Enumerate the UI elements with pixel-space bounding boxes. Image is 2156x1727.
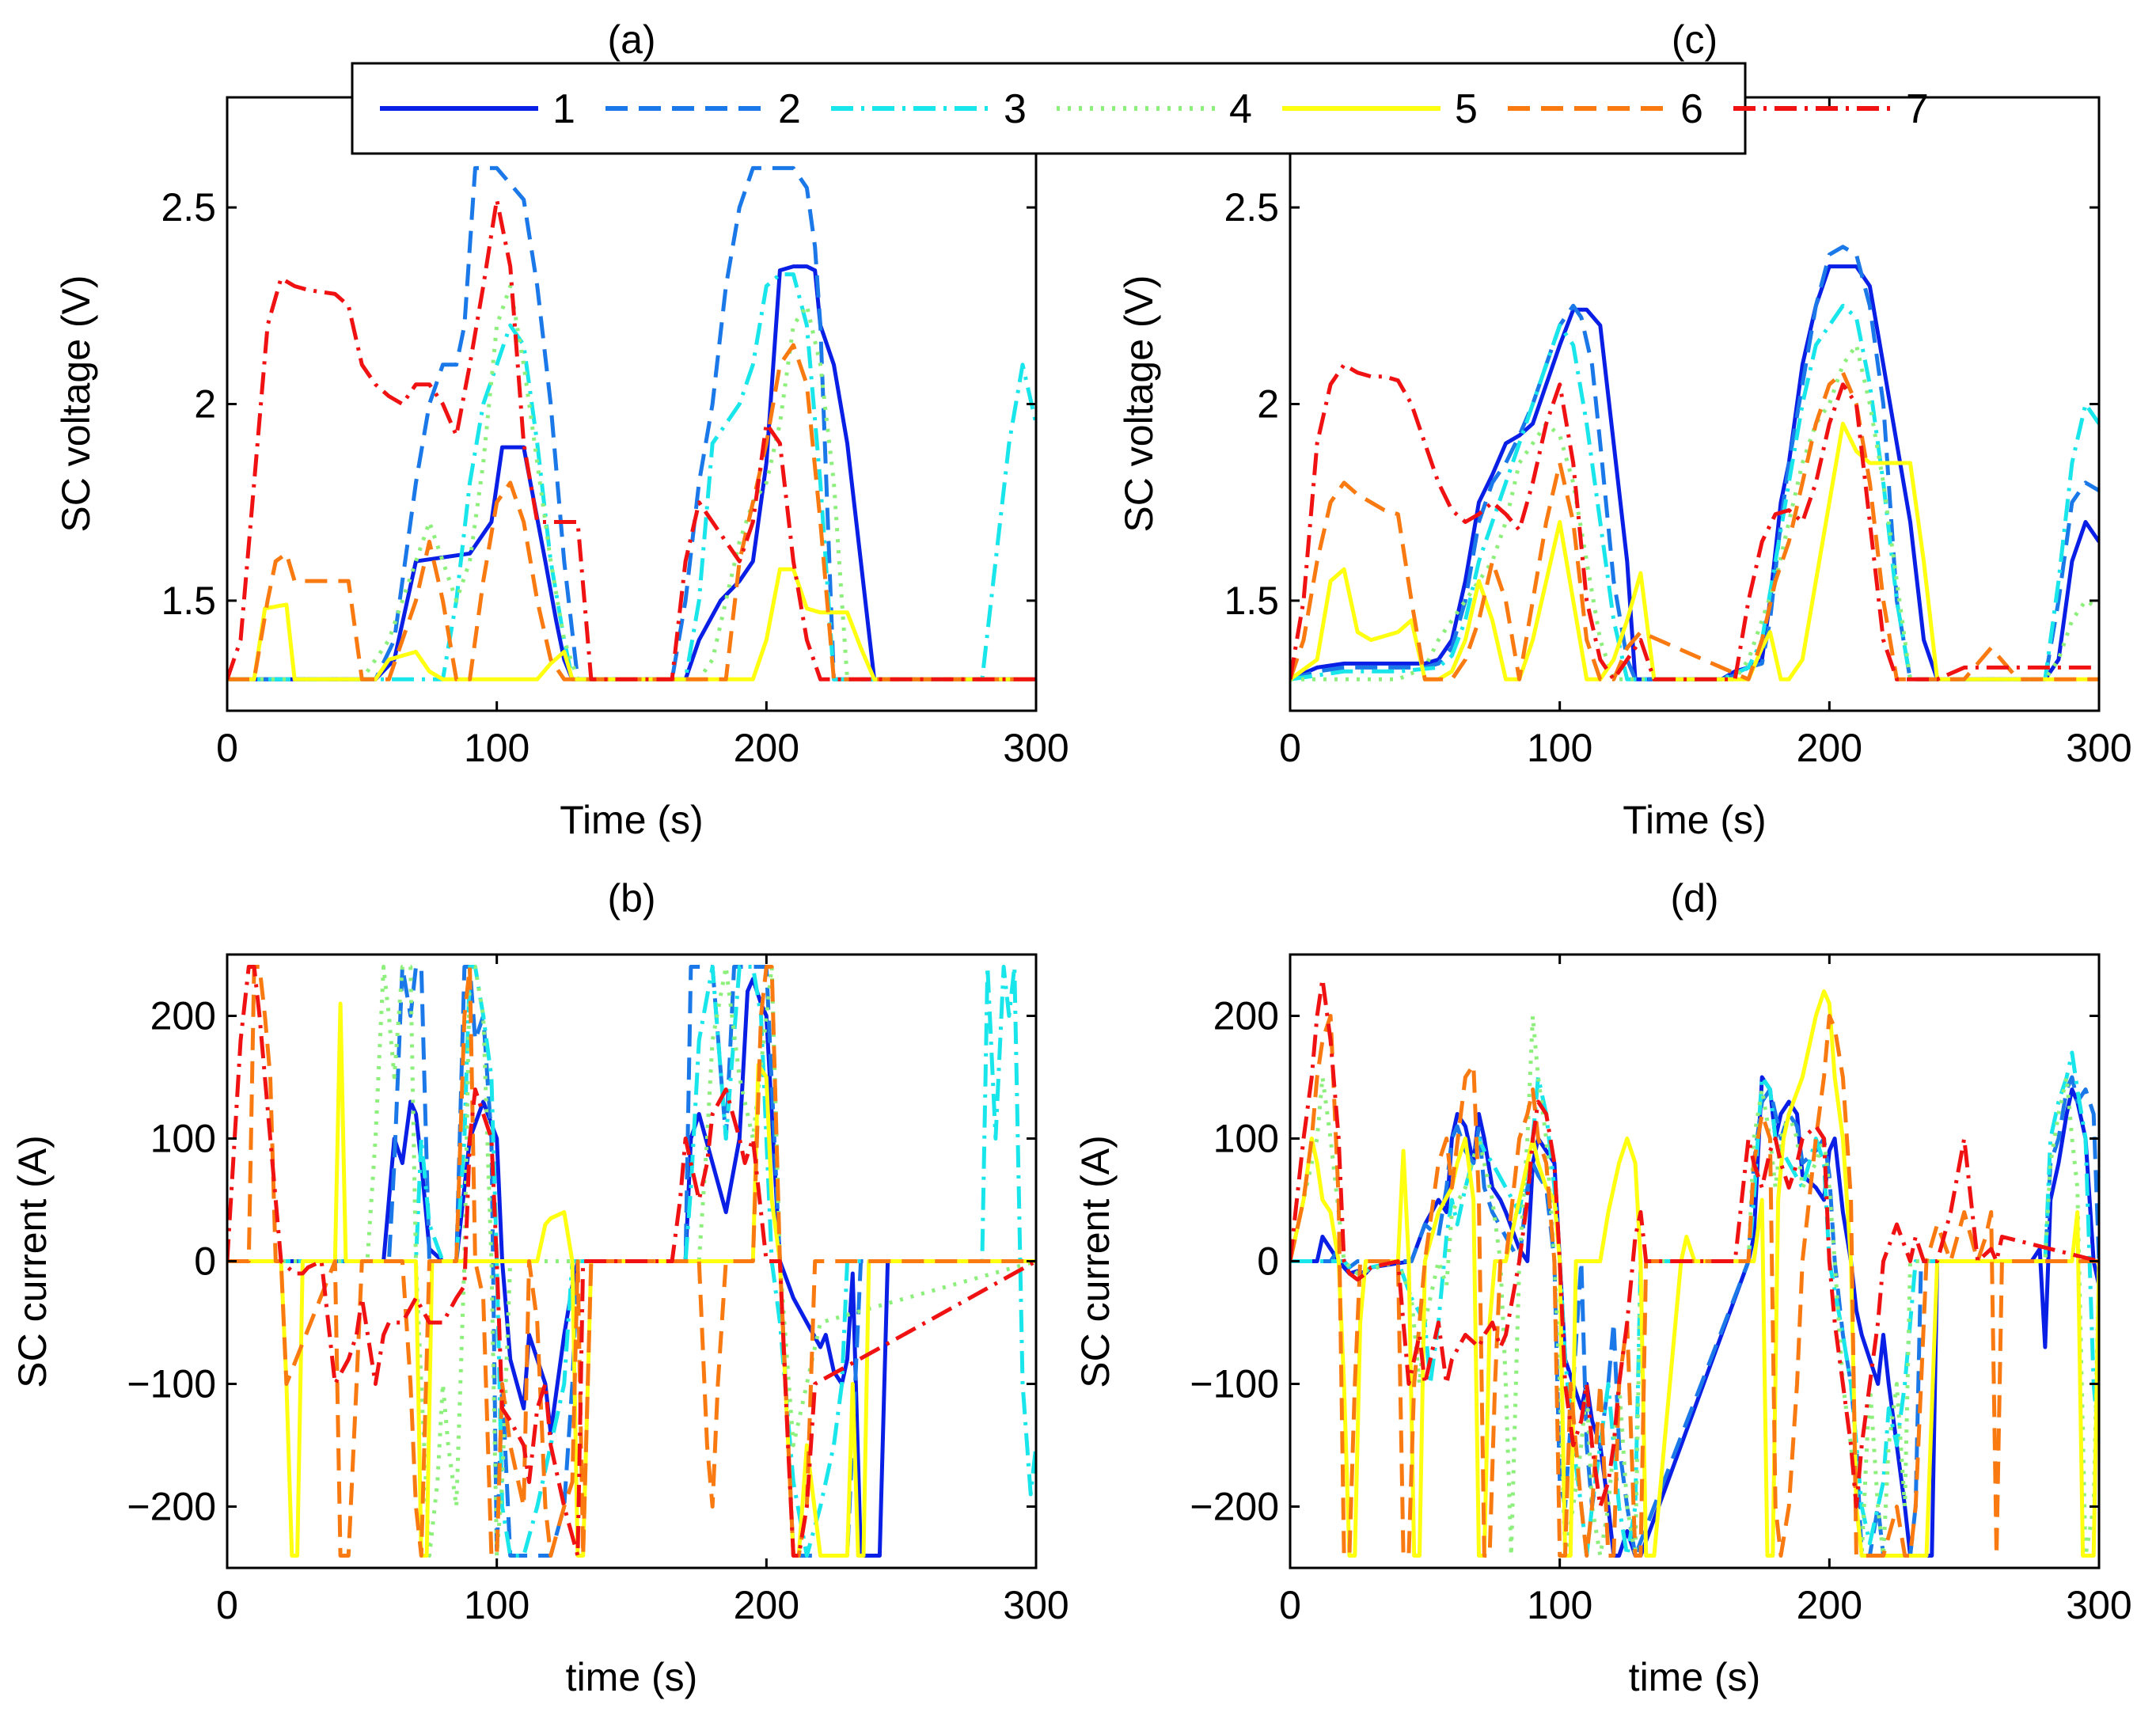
series-line-c-2 bbox=[1290, 245, 2099, 681]
panel-b: 0 100 200 300 −200 −100 0 100 200 (b) time (s) S… bbox=[10, 876, 1069, 1699]
legend-label-2: 2 bbox=[778, 86, 801, 132]
ticks-a: 0 100 200 300 1.5 2 2.5 bbox=[161, 97, 1069, 770]
legend-label-1: 1 bbox=[552, 86, 575, 132]
ticks-c: 0 100 200 300 1.5 2 2.5 bbox=[1224, 97, 2132, 770]
y-tick-label-d: 200 bbox=[1213, 994, 1279, 1038]
ticks-d: 0 100 200 300 −200 −100 0 100 200 bbox=[1190, 955, 2132, 1627]
series-line-d-7 bbox=[1290, 977, 2099, 1509]
panel-c: 0 100 200 300 1.5 2 2.5 (c) Time (s) SC voltag… bbox=[1117, 17, 2132, 842]
series-line-a-5 bbox=[227, 567, 1036, 681]
x-axis-label-c: Time (s) bbox=[1623, 798, 1766, 842]
x-tick-label-c: 300 bbox=[2066, 726, 2131, 770]
x-tick-label-c: 0 bbox=[1279, 726, 1301, 770]
series-group-a bbox=[227, 165, 1036, 681]
panel-title-a: (a) bbox=[607, 17, 655, 62]
series-line-a-4 bbox=[227, 284, 1036, 681]
y-tick-label-a: 2.5 bbox=[161, 185, 216, 230]
y-tick-label-b: 0 bbox=[194, 1239, 216, 1284]
legend: 1 2 3 4 5 6 7 bbox=[351, 62, 1929, 155]
legend-entries: 1 2 3 4 5 6 7 bbox=[380, 86, 1929, 132]
x-axis-label-d: time (s) bbox=[1629, 1655, 1761, 1699]
panel-title-d: (d) bbox=[1670, 876, 1718, 920]
panel-title-c: (c) bbox=[1672, 17, 1718, 62]
x-tick-label-a: 100 bbox=[464, 726, 530, 770]
y-tick-label-c: 1.5 bbox=[1224, 579, 1279, 623]
ticks-b: 0 100 200 300 −200 −100 0 100 200 bbox=[127, 955, 1069, 1627]
y-tick-label-d: −100 bbox=[1190, 1362, 1279, 1406]
x-axis-label-b: time (s) bbox=[566, 1655, 698, 1699]
x-tick-label-d: 100 bbox=[1527, 1583, 1592, 1627]
series-line-c-6 bbox=[1290, 370, 2099, 681]
series-line-c-3 bbox=[1290, 303, 2099, 681]
series-line-d-3 bbox=[1290, 1050, 2099, 1558]
series-group-b bbox=[227, 965, 1036, 1558]
series-group-c bbox=[1290, 245, 2099, 681]
series-line-c-7 bbox=[1290, 362, 2099, 681]
y-tick-label-b: −100 bbox=[127, 1362, 216, 1406]
panel-a: 0 100 200 300 1.5 2 2.5 (a) Time (s) SC voltag… bbox=[54, 17, 1069, 842]
x-tick-label-b: 300 bbox=[1003, 1583, 1069, 1627]
x-tick-label-b: 0 bbox=[216, 1583, 238, 1627]
series-line-b-7 bbox=[227, 965, 1036, 1558]
panel-d: 0 100 200 300 −200 −100 0 100 200 (d) time (s) S… bbox=[1073, 876, 2132, 1699]
x-tick-label-b: 100 bbox=[464, 1583, 530, 1627]
series-group-d bbox=[1290, 977, 2099, 1558]
y-tick-label-d: 0 bbox=[1257, 1239, 1279, 1284]
y-tick-label-b: 200 bbox=[150, 994, 216, 1038]
y-tick-label-c: 2 bbox=[1257, 382, 1279, 427]
x-tick-label-d: 0 bbox=[1279, 1583, 1301, 1627]
plot-area-c bbox=[1290, 97, 2099, 711]
legend-label-4: 4 bbox=[1229, 86, 1252, 132]
x-tick-label-c: 200 bbox=[1797, 726, 1862, 770]
series-line-d-6 bbox=[1290, 1014, 2099, 1558]
plot-area-a bbox=[227, 97, 1036, 711]
y-axis-label-c: SC voltage (V) bbox=[1117, 275, 1161, 532]
x-tick-label-c: 100 bbox=[1527, 726, 1592, 770]
series-line-a-6 bbox=[227, 343, 1036, 681]
y-tick-label-a: 1.5 bbox=[161, 579, 216, 623]
y-tick-label-d: 100 bbox=[1213, 1117, 1279, 1161]
x-tick-label-b: 200 bbox=[734, 1583, 799, 1627]
x-axis-label-a: Time (s) bbox=[560, 798, 703, 842]
series-line-b-6 bbox=[227, 965, 1036, 1558]
series-line-b-3 bbox=[227, 965, 1036, 1558]
y-tick-label-b: −200 bbox=[127, 1485, 216, 1529]
x-tick-label-d: 200 bbox=[1797, 1583, 1862, 1627]
y-tick-label-c: 2.5 bbox=[1224, 185, 1279, 230]
y-axis-label-b: SC current (A) bbox=[10, 1135, 55, 1388]
x-tick-label-a: 300 bbox=[1003, 726, 1069, 770]
panel-title-b: (b) bbox=[607, 876, 655, 920]
series-line-a-1 bbox=[227, 264, 1036, 681]
y-tick-label-a: 2 bbox=[194, 382, 216, 427]
legend-label-5: 5 bbox=[1455, 86, 1478, 132]
x-tick-label-a: 200 bbox=[734, 726, 799, 770]
legend-label-7: 7 bbox=[1906, 86, 1929, 132]
series-line-a-7 bbox=[227, 197, 1036, 681]
y-tick-label-d: −200 bbox=[1190, 1485, 1279, 1529]
legend-label-3: 3 bbox=[1004, 86, 1027, 132]
legend-label-6: 6 bbox=[1680, 86, 1703, 132]
y-axis-label-d: SC current (A) bbox=[1073, 1135, 1118, 1388]
y-tick-label-b: 100 bbox=[150, 1117, 216, 1161]
x-tick-label-d: 300 bbox=[2066, 1583, 2131, 1627]
x-tick-label-a: 0 bbox=[216, 726, 238, 770]
y-axis-label-a: SC voltage (V) bbox=[54, 275, 98, 532]
